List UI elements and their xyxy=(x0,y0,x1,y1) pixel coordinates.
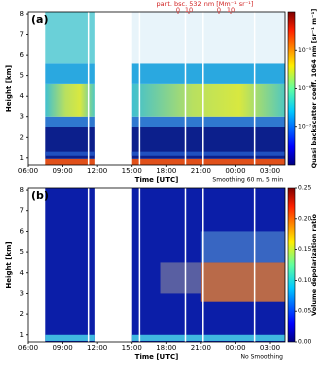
top-tick-label: 0 xyxy=(217,6,221,14)
signal-band xyxy=(45,151,95,156)
x-tick-label: 12:00 xyxy=(87,344,107,352)
y-tick-label: 2 xyxy=(20,310,24,318)
plot-frame xyxy=(27,187,286,343)
x-tick-label: 21:00 xyxy=(191,344,211,352)
y-axis-label: Height [km] xyxy=(5,241,13,288)
signal-band xyxy=(131,63,285,84)
signal-band xyxy=(131,83,285,117)
signal-band xyxy=(200,231,285,263)
x-tick-label: 09:00 xyxy=(52,344,72,352)
signal-band xyxy=(45,158,95,165)
y-axis-label: Height [km] xyxy=(5,65,13,112)
x-tick-label: 03:00 xyxy=(260,344,280,352)
x-tick-label: 18:00 xyxy=(156,167,176,175)
y-tick-label: 3 xyxy=(20,113,24,121)
x-axis-label: Time [UTC] xyxy=(135,353,179,361)
note: Smoothing 60 m, 5 min xyxy=(212,177,283,184)
y-tick-label: 6 xyxy=(20,51,25,59)
colorbar-tick-label: 10⁻⁶ xyxy=(298,85,312,92)
plot-frame xyxy=(27,11,286,166)
x-tick-label: 09:00 xyxy=(52,167,72,175)
colorbar xyxy=(287,11,296,166)
x-tick-label: 12:00 xyxy=(87,167,107,175)
x-tick-label: 00:00 xyxy=(225,344,245,352)
colorbar-tick-label: 0.20 xyxy=(298,215,312,222)
colorbar-tick-label: 0.10 xyxy=(298,277,312,284)
signal-band xyxy=(45,188,95,342)
signal-band xyxy=(131,151,285,156)
signal-band xyxy=(160,262,201,294)
top-tick-label: 10 xyxy=(185,6,193,14)
data-gap xyxy=(253,188,256,342)
data-gap xyxy=(184,188,187,342)
signal-band xyxy=(131,334,285,341)
data-gap xyxy=(87,188,90,342)
top-tick-label: 0 xyxy=(176,6,180,14)
colorbar-tick-label: 0.15 xyxy=(298,246,312,253)
colorbar-tick-label: 0.25 xyxy=(298,185,312,192)
note: No Smoothing xyxy=(241,354,284,361)
signal-band xyxy=(131,116,285,128)
y-tick-label: 6 xyxy=(20,227,25,235)
colorbar-tick-label: 0.00 xyxy=(298,339,312,346)
colorbar-tick-label: 10⁻⁵ xyxy=(298,47,312,54)
x-tick-label: 21:00 xyxy=(191,167,211,175)
data-gap xyxy=(184,12,187,165)
signal-band xyxy=(45,334,95,341)
data-gap xyxy=(202,188,204,342)
data-gap xyxy=(138,188,141,342)
x-tick-label: 15:00 xyxy=(122,167,142,175)
signal-band xyxy=(131,12,285,64)
signal-band xyxy=(45,63,95,84)
signal-band xyxy=(200,262,285,302)
data-gap xyxy=(138,12,141,165)
panel-label: (a) xyxy=(31,13,48,26)
data-gap xyxy=(253,12,256,165)
x-tick-label: 00:00 xyxy=(225,167,245,175)
signal-band xyxy=(45,83,95,117)
signal-band xyxy=(45,116,95,128)
x-tick-label: 18:00 xyxy=(156,344,176,352)
data-gap xyxy=(87,12,90,165)
x-tick-label: 15:00 xyxy=(122,344,142,352)
signal-band xyxy=(45,12,95,64)
y-tick-label: 8 xyxy=(20,10,24,18)
x-axis-label: Time [UTC] xyxy=(135,176,179,184)
colorbar-label: Quasi backscatter coeff. 1064 nm [sr⁻¹ m… xyxy=(310,9,318,169)
colorbar-tick-label: 10⁻⁷ xyxy=(298,123,312,130)
y-tick-label: 1 xyxy=(20,154,24,162)
data-gap xyxy=(202,12,204,165)
y-tick-label: 1 xyxy=(20,331,24,339)
top-axis-label: part. bsc. 532 nm [Mm⁻¹ sr⁻¹] xyxy=(157,0,254,8)
x-tick-label: 03:00 xyxy=(260,167,280,175)
panel-label: (b) xyxy=(31,189,49,202)
colorbar-tick-label: 0.05 xyxy=(298,308,312,315)
x-tick-label: 06:00 xyxy=(18,167,38,175)
y-tick-label: 8 xyxy=(20,186,24,194)
colorbar-label: Volume depolarization ratio xyxy=(310,214,318,316)
signal-band xyxy=(131,158,285,165)
y-tick-label: 4 xyxy=(20,269,25,277)
y-tick-label: 7 xyxy=(20,207,24,215)
y-tick-label: 4 xyxy=(20,92,25,100)
y-tick-label: 3 xyxy=(20,289,24,297)
top-tick-label: 10 xyxy=(227,6,235,14)
y-tick-label: 2 xyxy=(20,133,24,141)
y-tick-label: 5 xyxy=(20,248,24,256)
y-tick-label: 5 xyxy=(20,72,24,80)
y-tick-label: 7 xyxy=(20,31,24,39)
x-tick-label: 06:00 xyxy=(18,344,38,352)
colorbar xyxy=(287,187,296,343)
